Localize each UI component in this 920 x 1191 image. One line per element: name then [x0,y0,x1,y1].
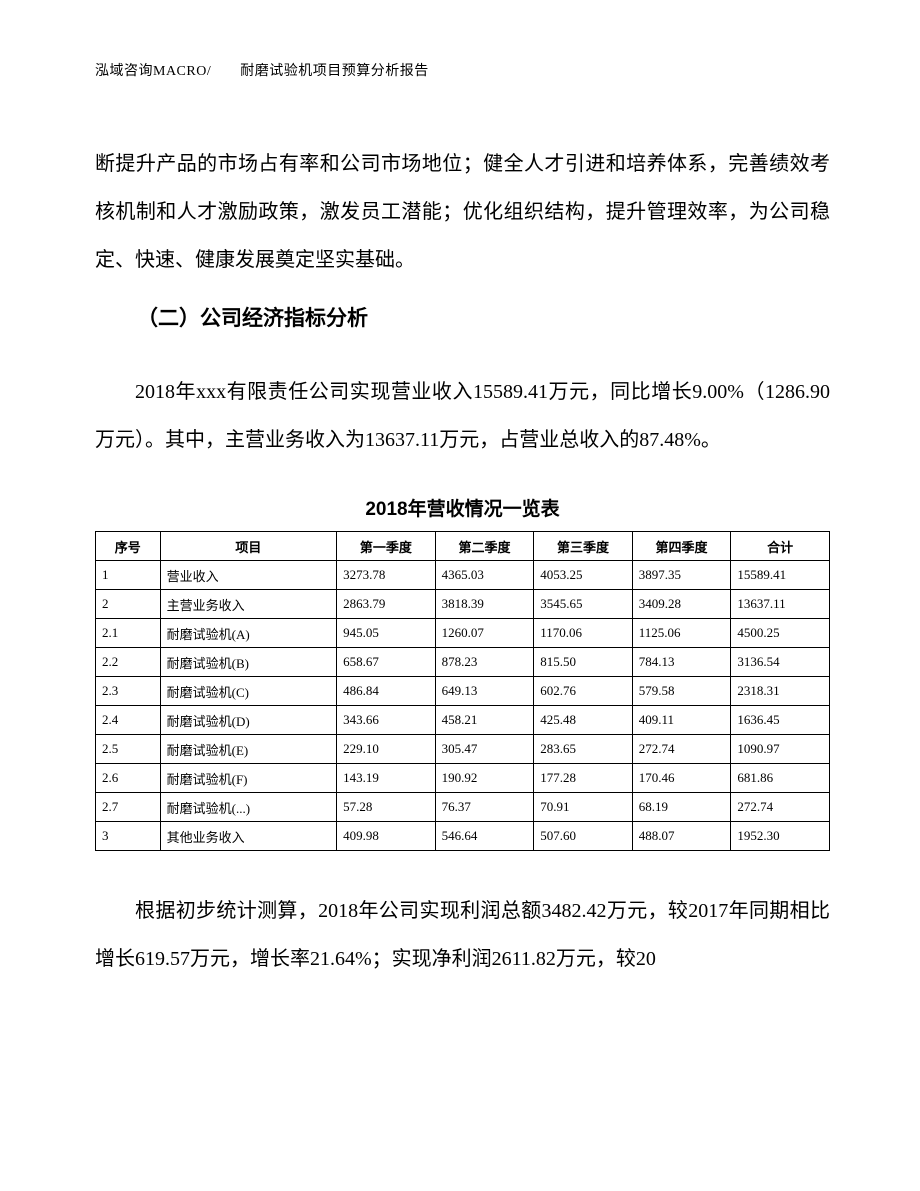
table-cell: 1125.06 [632,619,731,648]
table-cell: 2.4 [96,706,161,735]
paragraph-1: 断提升产品的市场占有率和公司市场地位；健全人才引进和培养体系，完善绩效考核机制和… [95,140,830,284]
table-cell: 耐磨试验机(D) [160,706,337,735]
table-cell: 2.3 [96,677,161,706]
table-cell: 458.21 [435,706,534,735]
table-row: 2.4耐磨试验机(D)343.66458.21425.48409.111636.… [96,706,830,735]
col-header-total: 合计 [731,532,830,561]
table-row: 2.2耐磨试验机(B)658.67878.23815.50784.133136.… [96,648,830,677]
table-cell: 耐磨试验机(...) [160,793,337,822]
table-cell: 耐磨试验机(C) [160,677,337,706]
table-cell: 2318.31 [731,677,830,706]
table-cell: 190.92 [435,764,534,793]
table-cell: 主营业务收入 [160,590,337,619]
table-cell: 2.1 [96,619,161,648]
table-row: 2.6耐磨试验机(F)143.19190.92177.28170.46681.8… [96,764,830,793]
table-cell: 2.7 [96,793,161,822]
col-header-seq: 序号 [96,532,161,561]
table-header-row: 序号 项目 第一季度 第二季度 第三季度 第四季度 合计 [96,532,830,561]
table-title: 2018年营收情况一览表 [95,494,830,521]
table-cell: 13637.11 [731,590,830,619]
table-cell: 486.84 [337,677,436,706]
table-row: 1营业收入3273.784365.034053.253897.3515589.4… [96,561,830,590]
table-cell: 409.11 [632,706,731,735]
table-cell: 343.66 [337,706,436,735]
table-cell: 649.13 [435,677,534,706]
table-row: 2.5耐磨试验机(E)229.10305.47283.65272.741090.… [96,735,830,764]
paragraph-3: 根据初步统计测算，2018年公司实现利润总额3482.42万元，较2017年同期… [95,887,830,983]
table-cell: 1952.30 [731,822,830,851]
table-cell: 305.47 [435,735,534,764]
table-cell: 878.23 [435,648,534,677]
page-header: 泓域咨询MACRO/ 耐磨试验机项目预算分析报告 [95,60,830,80]
table-row: 2.7耐磨试验机(...)57.2876.3770.9168.19272.74 [96,793,830,822]
table-row: 2.3耐磨试验机(C)486.84649.13602.76579.582318.… [96,677,830,706]
table-cell: 815.50 [534,648,633,677]
body-content: 断提升产品的市场占有率和公司市场地位；健全人才引进和培养体系，完善绩效考核机制和… [95,140,830,464]
table-cell: 耐磨试验机(B) [160,648,337,677]
col-header-q1: 第一季度 [337,532,436,561]
table-cell: 其他业务收入 [160,822,337,851]
table-cell: 1090.97 [731,735,830,764]
table-cell: 3545.65 [534,590,633,619]
table-cell: 681.86 [731,764,830,793]
col-header-q2: 第二季度 [435,532,534,561]
table-cell: 76.37 [435,793,534,822]
table-cell: 546.64 [435,822,534,851]
table-cell: 1260.07 [435,619,534,648]
col-header-q3: 第三季度 [534,532,633,561]
table-cell: 57.28 [337,793,436,822]
section-heading: （二）公司经济指标分析 [95,294,830,344]
table-cell: 143.19 [337,764,436,793]
table-cell: 营业收入 [160,561,337,590]
body-content-after: 根据初步统计测算，2018年公司实现利润总额3482.42万元，较2017年同期… [95,887,830,983]
table-row: 2主营业务收入2863.793818.393545.653409.2813637… [96,590,830,619]
table-cell: 3897.35 [632,561,731,590]
table-cell: 425.48 [534,706,633,735]
table-cell: 1636.45 [731,706,830,735]
col-header-q4: 第四季度 [632,532,731,561]
table-cell: 耐磨试验机(F) [160,764,337,793]
table-cell: 177.28 [534,764,633,793]
table-cell: 283.65 [534,735,633,764]
table-cell: 耐磨试验机(E) [160,735,337,764]
table-cell: 488.07 [632,822,731,851]
table-cell: 507.60 [534,822,633,851]
table-cell: 15589.41 [731,561,830,590]
table-cell: 1 [96,561,161,590]
table-cell: 70.91 [534,793,633,822]
table-cell: 784.13 [632,648,731,677]
table-cell: 3409.28 [632,590,731,619]
paragraph-2: 2018年xxx有限责任公司实现营业收入15589.41万元，同比增长9.00%… [95,368,830,464]
table-cell: 2.6 [96,764,161,793]
table-cell: 602.76 [534,677,633,706]
table-cell: 2 [96,590,161,619]
table-cell: 2.2 [96,648,161,677]
revenue-table: 序号 项目 第一季度 第二季度 第三季度 第四季度 合计 1营业收入3273.7… [95,531,830,851]
table-cell: 409.98 [337,822,436,851]
table-cell: 耐磨试验机(A) [160,619,337,648]
table-cell: 2.5 [96,735,161,764]
table-cell: 945.05 [337,619,436,648]
table-cell: 2863.79 [337,590,436,619]
table-cell: 3136.54 [731,648,830,677]
document-page: 泓域咨询MACRO/ 耐磨试验机项目预算分析报告 断提升产品的市场占有率和公司市… [0,0,920,1191]
table-row: 3其他业务收入409.98546.64507.60488.071952.30 [96,822,830,851]
table-cell: 68.19 [632,793,731,822]
table-cell: 1170.06 [534,619,633,648]
table-cell: 4500.25 [731,619,830,648]
table-cell: 579.58 [632,677,731,706]
table-cell: 3273.78 [337,561,436,590]
table-row: 2.1耐磨试验机(A)945.051260.071170.061125.0645… [96,619,830,648]
col-header-item: 项目 [160,532,337,561]
table-cell: 4053.25 [534,561,633,590]
table-cell: 229.10 [337,735,436,764]
table-cell: 4365.03 [435,561,534,590]
table-cell: 272.74 [731,793,830,822]
table-cell: 3818.39 [435,590,534,619]
table-cell: 170.46 [632,764,731,793]
table-cell: 272.74 [632,735,731,764]
table-cell: 658.67 [337,648,436,677]
table-cell: 3 [96,822,161,851]
